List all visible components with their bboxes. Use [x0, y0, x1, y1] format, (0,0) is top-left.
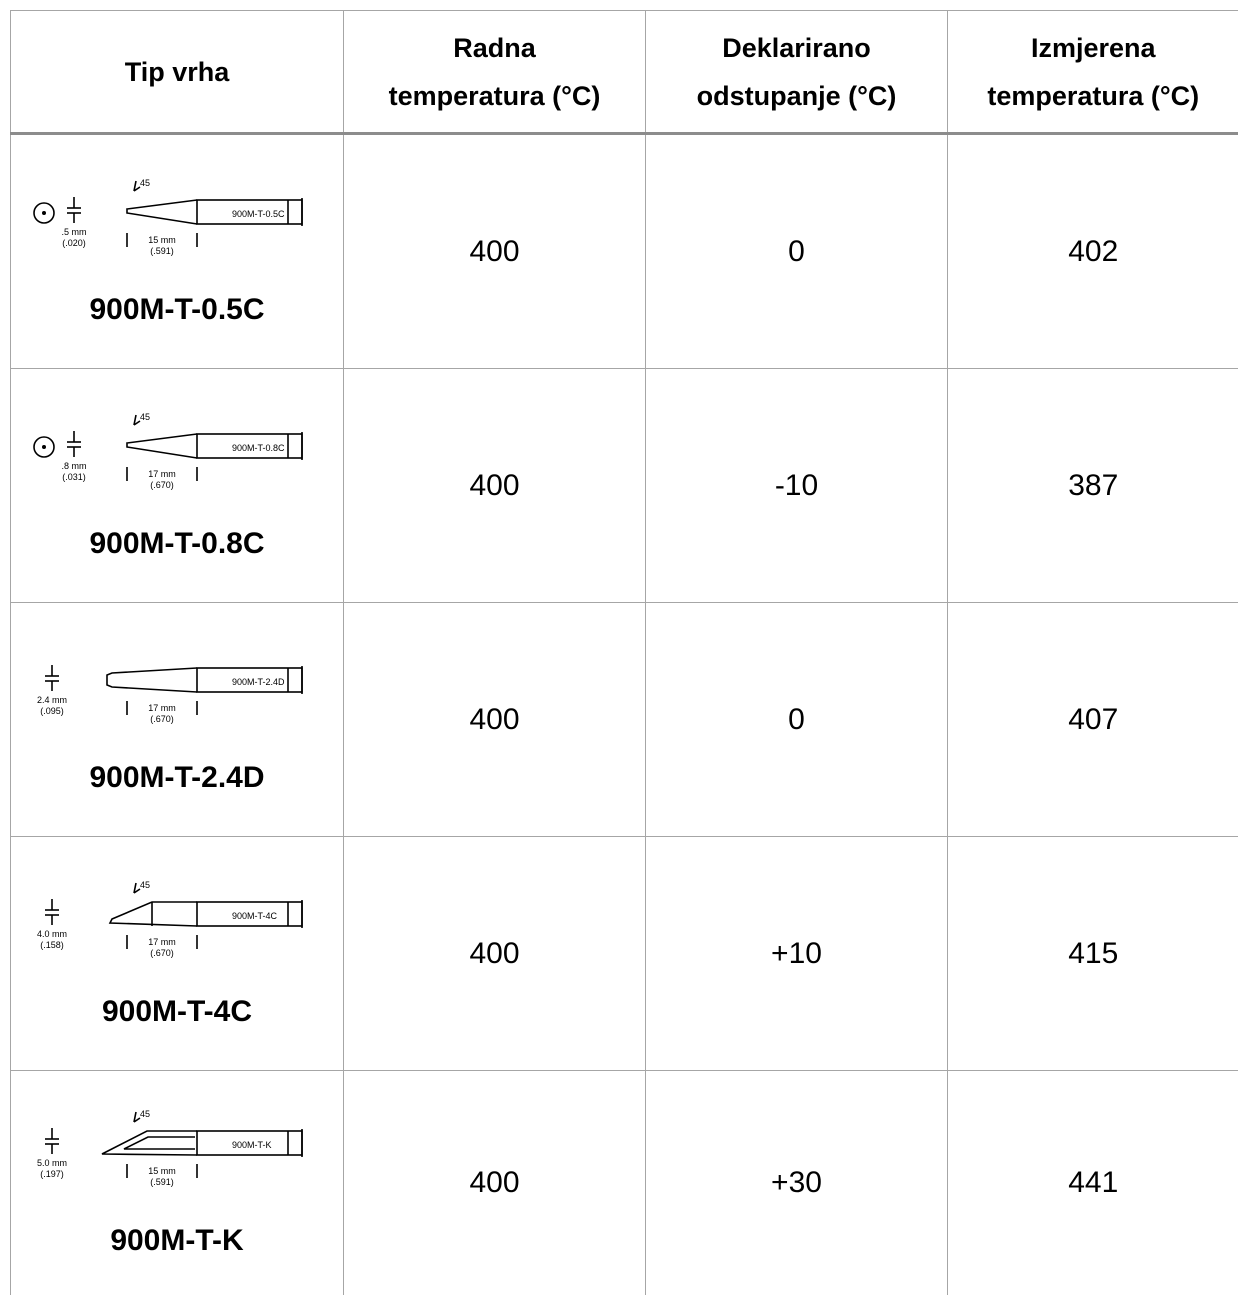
tip-length-inch-text: (.670) — [150, 714, 174, 724]
tip-length-text: 15 mm — [148, 235, 176, 245]
header-declared-deviation-line2: odstupanje (°C) — [646, 72, 947, 120]
header-measured-temp-line2: temperatura (°C) — [948, 72, 1238, 120]
header-measured-temp-line1: Izmjerena — [948, 24, 1238, 72]
tip-angle-text: 45 — [140, 880, 150, 890]
tip-length-text: 17 mm — [148, 469, 176, 479]
tip-angle-text: 45 — [140, 412, 150, 422]
soldering-tip-diagram: 900M-T-K 5.0 mm(.197) 15 mm(.591) 45 — [32, 1108, 322, 1190]
tip-length-inch-text: (.670) — [150, 948, 174, 958]
tip-diameter-text: 2.4 mm — [37, 695, 67, 705]
header-working-temp-line1: Radna — [344, 24, 645, 72]
tip-length-text: 15 mm — [148, 1166, 176, 1176]
tip-diameter-inch-text: (.095) — [40, 706, 64, 716]
tip-length-inch-text: (.670) — [150, 480, 174, 490]
tip-length-text: 17 mm — [148, 703, 176, 713]
measured-temp-cell: 415 — [948, 837, 1238, 1071]
soldering-tip-diagram: 900M-T-0.5C .5 mm(.020) 15 mm(.591) 45 — [32, 177, 322, 259]
measured-temp-cell: 441 — [948, 1071, 1238, 1295]
header-measured-temp: Izmjerena temperatura (°C) — [948, 11, 1238, 134]
working-temp-cell: 400 — [344, 134, 646, 369]
tip-label-text: 900M-T-0.5C — [232, 209, 285, 219]
tip-label-text: 900M-T-4C — [232, 911, 278, 921]
tip-name: 900M-T-4C — [11, 995, 343, 1029]
measured-temp-cell: 402 — [948, 134, 1238, 369]
header-declared-deviation-line1: Deklarirano — [646, 24, 947, 72]
declared-deviation-cell: -10 — [646, 369, 948, 603]
tip-diameter-inch-text: (.158) — [40, 940, 64, 950]
working-temp-cell: 400 — [344, 369, 646, 603]
measured-temp-cell: 407 — [948, 603, 1238, 837]
tip-angle-text: 45 — [140, 1109, 150, 1119]
tip-name: 900M-T-K — [11, 1224, 343, 1258]
tip-angle-text: 45 — [140, 178, 150, 188]
tip-diameter-inch-text: (.020) — [62, 238, 86, 248]
measured-temp-cell: 387 — [948, 369, 1238, 603]
header-tip-type: Tip vrha — [11, 11, 344, 134]
header-tip-type-label: Tip vrha — [11, 48, 343, 96]
tip-label-text: 900M-T-K — [232, 1140, 272, 1150]
soldering-tips-table: Tip vrha Radna temperatura (°C) Deklarir… — [10, 10, 1238, 1295]
tip-diameter-text: .5 mm — [61, 227, 86, 237]
tip-label-text: 900M-T-0.8C — [232, 443, 285, 453]
tip-length-text: 17 mm — [148, 937, 176, 947]
declared-deviation-cell: 0 — [646, 603, 948, 837]
header-row: Tip vrha Radna temperatura (°C) Deklarir… — [11, 11, 1238, 134]
tip-length-inch-text: (.591) — [150, 246, 174, 256]
tip-diameter-text: .8 mm — [61, 461, 86, 471]
soldering-tip-diagram: 900M-T-4C 4.0 mm(.158) 17 mm(.670) 45 — [32, 879, 322, 961]
tip-diameter-text: 4.0 mm — [37, 929, 67, 939]
soldering-tip-diagram: 900M-T-0.8C .8 mm(.031) 17 mm(.670) 45 — [32, 411, 322, 493]
declared-deviation-cell: +30 — [646, 1071, 948, 1295]
tip-name: 900M-T-0.5C — [11, 293, 343, 327]
header-declared-deviation: Deklarirano odstupanje (°C) — [646, 11, 948, 134]
header-working-temp-line2: temperatura (°C) — [344, 72, 645, 120]
tip-diameter-inch-text: (.031) — [62, 472, 86, 482]
working-temp-cell: 400 — [344, 837, 646, 1071]
working-temp-cell: 400 — [344, 603, 646, 837]
tip-label-text: 900M-T-2.4D — [232, 677, 285, 687]
soldering-tip-diagram: 900M-T-2.4D 2.4 mm(.095) 17 mm(.670) — [32, 645, 322, 727]
header-working-temp: Radna temperatura (°C) — [344, 11, 646, 134]
tip-diameter-text: 5.0 mm — [37, 1158, 67, 1168]
tip-name: 900M-T-2.4D — [11, 761, 343, 795]
tip-length-inch-text: (.591) — [150, 1177, 174, 1187]
working-temp-cell: 400 — [344, 1071, 646, 1295]
declared-deviation-cell: +10 — [646, 837, 948, 1071]
tip-name: 900M-T-0.8C — [11, 527, 343, 561]
tip-diameter-inch-text: (.197) — [40, 1169, 64, 1179]
declared-deviation-cell: 0 — [646, 134, 948, 369]
